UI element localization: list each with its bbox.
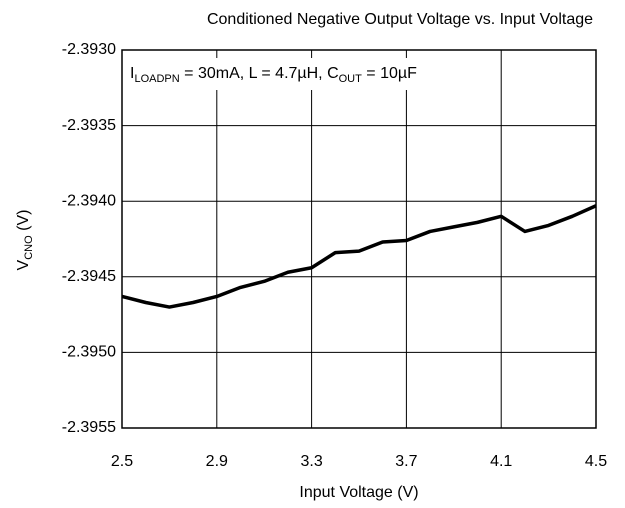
y-axis-label-subscript: CNO (23, 235, 35, 260)
y-tick-label: -2.3940 (62, 192, 116, 209)
x-tick-label: 2.9 (206, 453, 228, 470)
y-tick-label: -2.3935 (62, 117, 116, 134)
y-tick-label: -2.3950 (62, 344, 116, 361)
annotation-text: = 30mA, L = 4.7µH, C (180, 65, 339, 82)
chart-title: Conditioned Negative Output Voltage vs. … (207, 11, 593, 28)
y-tick-label: -2.3955 (62, 419, 116, 436)
y-axis-label-text: (V) (15, 210, 32, 236)
x-axis-label: Input Voltage (V) (299, 484, 418, 501)
x-tick-label: 4.5 (585, 453, 607, 470)
y-axis-label-text: V (15, 259, 32, 270)
annotation-subscript: OUT (339, 73, 363, 85)
y-tick-label: -2.3945 (62, 268, 116, 285)
x-tick-label: 3.3 (300, 453, 322, 470)
x-tick-label: 4.1 (490, 453, 512, 470)
annotation-subscript: LOADPN (134, 73, 179, 85)
data-line (121, 204, 597, 309)
y-tick-label: -2.3930 (62, 41, 116, 58)
annotation: ILOADPN = 30mA, L = 4.7µH, COUT = 10µF (130, 65, 417, 85)
annotation-text: = 10µF (362, 65, 417, 82)
y-axis-label: VCNO (V) (15, 210, 35, 271)
x-tick-label: 2.5 (111, 453, 133, 470)
annotation-background (126, 58, 498, 90)
plot-frame (121, 49, 597, 429)
annotation-text: I (130, 65, 134, 82)
x-tick-label: 3.7 (395, 453, 417, 470)
